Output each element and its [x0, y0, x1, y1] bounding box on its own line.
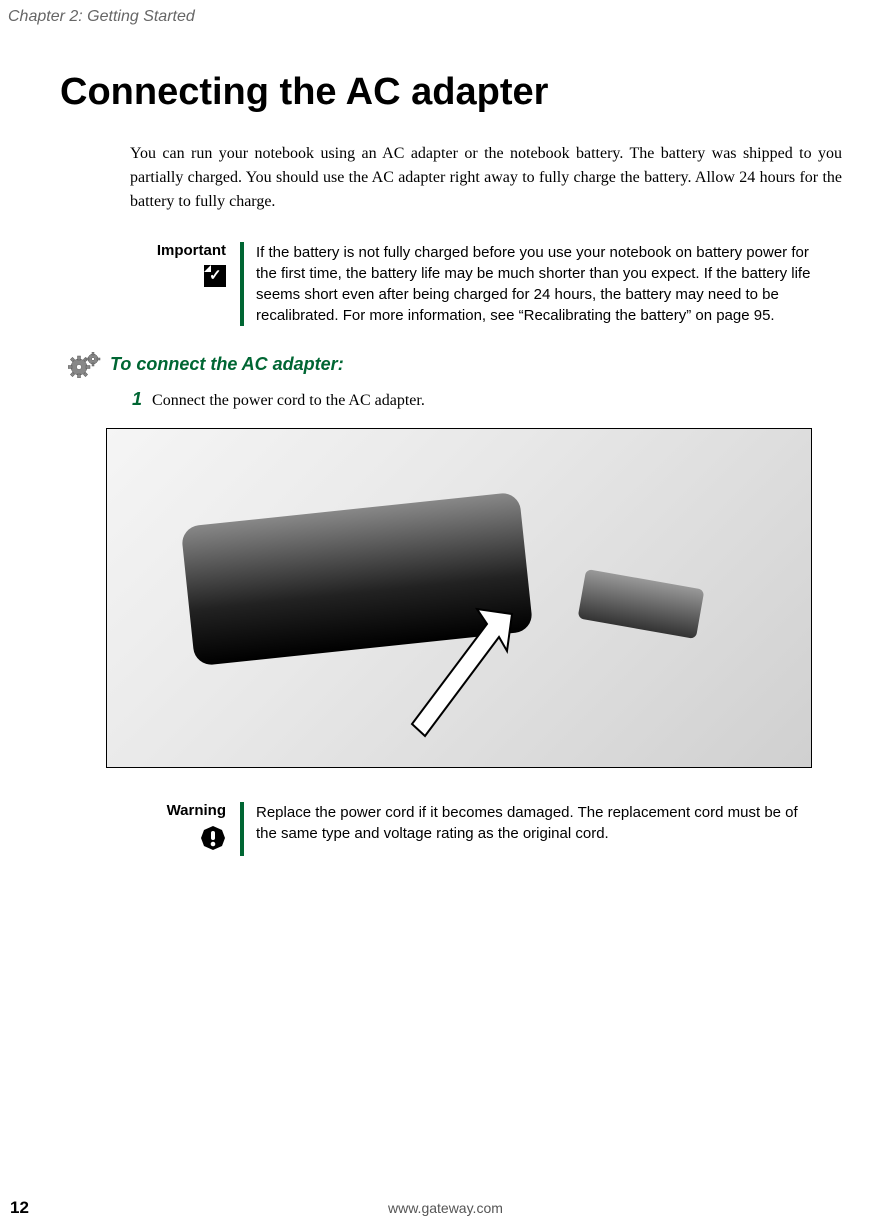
important-label-col: Important [130, 242, 240, 326]
page-title: Connecting the AC adapter [60, 71, 872, 114]
chapter-header: Chapter 2: Getting Started [0, 0, 872, 26]
page-footer: 12 www.gateway.com [0, 1198, 872, 1218]
important-callout: Important If the battery is not fully ch… [130, 242, 812, 326]
warning-icon [200, 825, 226, 856]
warning-callout: Warning Replace the power cord if it bec… [130, 802, 812, 856]
gears-icon [68, 352, 102, 383]
intro-paragraph: You can run your notebook using an AC ad… [130, 142, 842, 214]
warning-text: Replace the power cord if it becomes dam… [244, 802, 812, 856]
plug-illustration [578, 569, 705, 639]
step-text: Connect the power cord to the AC adapter… [152, 392, 425, 410]
arrow-icon [397, 604, 527, 754]
important-text: If the battery is not fully charged befo… [244, 242, 812, 326]
adapter-figure [106, 428, 812, 768]
page-number: 12 [10, 1198, 29, 1218]
warning-label-col: Warning [130, 802, 240, 856]
important-label: Important [130, 242, 226, 259]
step-number: 1 [132, 389, 142, 410]
footer-url: www.gateway.com [388, 1200, 503, 1216]
procedure-header: To connect the AC adapter: [68, 354, 872, 383]
procedure-title: To connect the AC adapter: [110, 354, 344, 375]
checkmark-icon [204, 265, 226, 292]
warning-label: Warning [130, 802, 226, 819]
step-row: 1 Connect the power cord to the AC adapt… [132, 389, 872, 410]
